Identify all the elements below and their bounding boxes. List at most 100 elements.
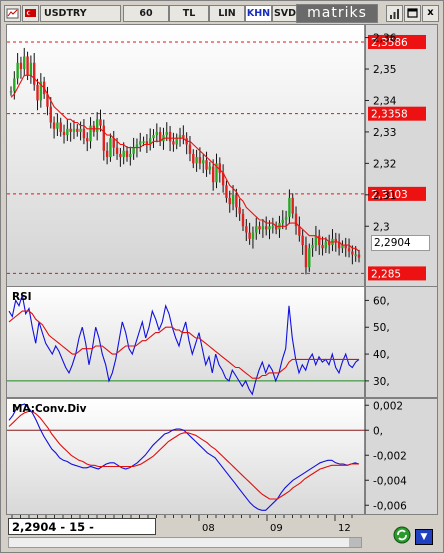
candle-body [99, 119, 102, 126]
candle-body [145, 141, 149, 145]
svd-button[interactable]: SVD [272, 5, 298, 22]
price-level-box [368, 186, 426, 201]
candle-body [188, 144, 192, 154]
status-bar: 2,2904 - 15 - 09:36:37 08 09 12 ▼ [2, 515, 440, 551]
brand-logo: matriks [296, 4, 378, 23]
candle-body [258, 226, 261, 230]
candle-body [66, 128, 69, 136]
rsi-chart[interactable]: 60, 50, 40, 30, RSI [7, 287, 437, 397]
time-label-12: 12 [338, 523, 351, 534]
candle-body [304, 245, 308, 268]
candle-body [255, 226, 258, 233]
currency-selector[interactable]: TL [169, 5, 209, 22]
candle-body [198, 157, 202, 164]
price-chart[interactable]: 2,3586 2,3358 2,3103 2,285 2,36 2,35 2,34 2,33… [7, 25, 437, 286]
macd-pane: 0,002 0, -0,002 -0,004 -0,006 MA:Conv.Div [6, 398, 438, 515]
macd-series-line-0 [8, 403, 360, 511]
candle-body [337, 241, 341, 249]
candle-body [284, 216, 288, 220]
candle-body [235, 194, 238, 208]
candle-body [221, 172, 225, 186]
price-plot-area [7, 25, 365, 286]
macd-chart[interactable]: 0,002 0, -0,002 -0,004 -0,006 MA:Conv.Div [7, 399, 437, 514]
candle-body [139, 141, 142, 145]
macd-title: MA:Conv.Div [12, 403, 87, 415]
candle-body [347, 248, 351, 252]
macd-axis-area [365, 399, 437, 514]
candle-body [321, 245, 324, 249]
macd-plot-area [7, 399, 365, 514]
candle-body [208, 166, 212, 170]
price-level-box [368, 266, 426, 281]
candle-body [132, 147, 135, 154]
symbol-selector[interactable]: USDTRY [40, 5, 121, 22]
candle-body [59, 122, 62, 132]
candle-body [172, 141, 175, 145]
price-axis-label: 2,32 [373, 158, 396, 170]
candle-body [192, 153, 195, 164]
candle-body [19, 62, 23, 70]
rsi-series-line-1 [8, 310, 359, 379]
candle-body [149, 138, 152, 145]
candle-body [62, 131, 66, 136]
scrollbar-thumb[interactable] [349, 538, 361, 547]
candle-body [195, 157, 198, 164]
style-selector[interactable]: KHN [245, 5, 272, 22]
rsi-axis-label: 30, [373, 376, 390, 388]
candle-body [29, 62, 33, 76]
candle-body [288, 197, 291, 217]
refresh-icon[interactable] [393, 526, 411, 544]
price-level-label: 2,285 [371, 268, 401, 280]
candle-body [23, 56, 26, 70]
candle-body [115, 147, 119, 154]
candle-body [26, 56, 29, 76]
macd-series-line-1 [8, 410, 359, 500]
price-level-box [368, 34, 426, 49]
period-selector[interactable]: 60 [123, 5, 169, 22]
chart-options-glyph [390, 9, 399, 19]
maximize-icon[interactable] [404, 5, 421, 22]
candle-body [248, 232, 251, 239]
candle-body [314, 235, 318, 246]
candle-body [202, 160, 205, 164]
candle-body [341, 245, 344, 249]
chart-options-icon[interactable] [386, 5, 403, 22]
macd-axis-label: -0,006 [373, 500, 407, 512]
candle-body [175, 138, 178, 145]
candle-body [265, 226, 268, 230]
flag-icon[interactable] [22, 5, 39, 22]
candle-body [218, 163, 221, 173]
candle-body [69, 128, 72, 132]
horizontal-scrollbar[interactable] [8, 537, 362, 548]
candle-body [82, 128, 86, 139]
candle-body [36, 84, 39, 101]
candle-body [142, 141, 145, 143]
candle-body [165, 131, 168, 136]
candle-body [109, 138, 112, 158]
candle-body [168, 131, 172, 142]
macd-axis-label: -0,004 [373, 475, 407, 487]
candle-body [46, 94, 49, 107]
candle-body [324, 241, 328, 249]
price-axis-label: 2,34 [373, 95, 397, 107]
flag-icon-glyph [25, 9, 36, 17]
candle-body [205, 160, 208, 170]
chart-settings-icon[interactable] [4, 5, 21, 22]
candle-body [271, 226, 275, 228]
candle-body [105, 150, 109, 158]
candle-body [49, 106, 52, 123]
candle-body [354, 254, 357, 257]
price-level-box [368, 106, 426, 121]
time-label-08: 08 [202, 523, 215, 534]
candle-body [211, 166, 215, 183]
live-toggle-icon[interactable]: ▼ [415, 529, 433, 545]
scale-selector[interactable]: LIN [209, 5, 245, 22]
price-axis-label: 2,33 [373, 127, 396, 139]
candle-body [274, 226, 278, 230]
last-price-label: 2,2904 [371, 235, 430, 251]
price-axis-label: 2,36 [373, 33, 397, 45]
candle-body [344, 245, 347, 249]
candle-body [225, 185, 228, 198]
close-button[interactable]: x [422, 5, 439, 22]
rsi-series-line-0 [8, 294, 360, 396]
